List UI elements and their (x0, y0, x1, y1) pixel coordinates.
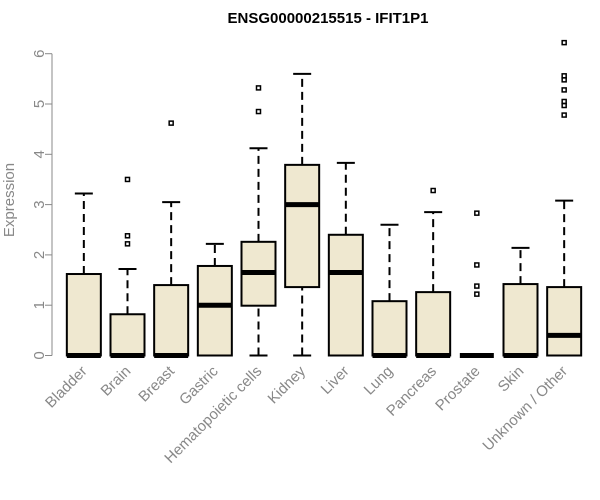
category-label: Liver (318, 363, 353, 398)
outlier-point (168, 120, 174, 126)
outlier-point (474, 210, 480, 216)
box-group (502, 246, 539, 358)
y-tick-label: 0 (31, 351, 48, 359)
box-group (327, 161, 364, 357)
boxes-layer (65, 39, 583, 358)
box-group (284, 72, 321, 357)
box-group (371, 223, 408, 358)
box-group (65, 192, 102, 358)
outlier-point (474, 283, 480, 289)
category-label: Breast (135, 362, 178, 405)
y-tick-label: 3 (31, 200, 48, 208)
category-label: Kidney (265, 362, 310, 407)
box (65, 273, 102, 357)
outlier-point (430, 187, 436, 194)
box-group (415, 187, 452, 358)
category-label: Skin (495, 363, 528, 396)
y-tick-label: 1 (31, 301, 48, 309)
box (196, 264, 233, 357)
y-tick-label: 4 (31, 150, 48, 158)
y-axis: 0 1 2 3 4 5 6 (31, 50, 53, 360)
outlier-point (561, 112, 567, 118)
category-label: Prostate (432, 363, 484, 415)
outlier-point (124, 233, 131, 239)
outlier-point (561, 39, 567, 46)
outlier-point (124, 176, 131, 183)
box (327, 233, 364, 357)
outlier-point (561, 87, 567, 93)
y-axis-label: Expression (1, 163, 18, 237)
box-group (109, 176, 146, 358)
y-tick-label: 2 (31, 251, 48, 259)
box (502, 283, 539, 357)
box-group (196, 242, 233, 357)
outlier-point (255, 108, 262, 115)
box-group (546, 39, 583, 357)
box-group (459, 210, 494, 358)
category-label: Lung (361, 363, 397, 399)
outlier-point (561, 98, 567, 105)
outlier-point (561, 73, 567, 79)
category-label: Bladder (42, 363, 91, 412)
outlier-point (474, 291, 480, 297)
box (109, 313, 146, 357)
box (153, 284, 190, 357)
y-tick-label: 6 (31, 50, 48, 58)
box-group (240, 85, 277, 357)
chart-title: ENSG00000215515 - IFIT1P1 (228, 10, 429, 27)
y-tick-label: 5 (31, 100, 48, 108)
box (415, 291, 452, 357)
outlier-point (255, 85, 262, 91)
box-group (153, 120, 190, 358)
outlier-point (124, 241, 131, 247)
outlier-point (474, 262, 480, 268)
box (284, 163, 321, 289)
box (371, 300, 408, 357)
category-label: Brain (98, 363, 135, 400)
box (546, 286, 583, 357)
